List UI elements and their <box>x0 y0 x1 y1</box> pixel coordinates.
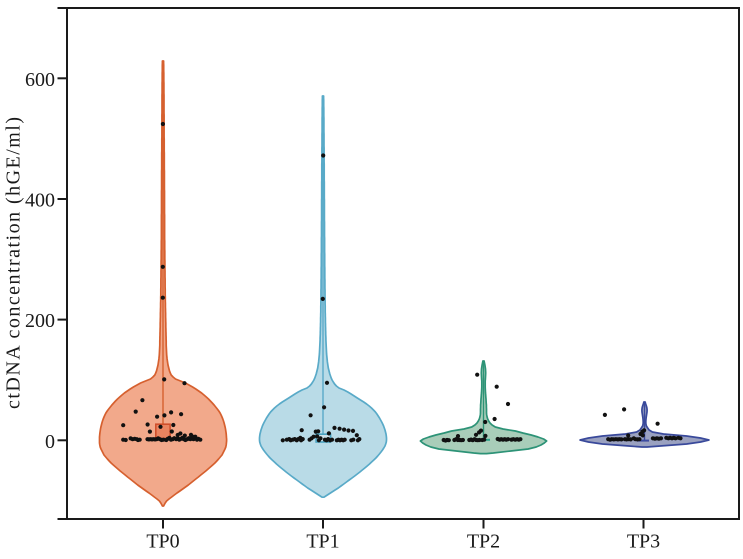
svg-text:ctDNA concentration (hGE/ml): ctDNA concentration (hGE/ml) <box>3 117 25 409</box>
svg-text:TP0: TP0 <box>146 531 179 553</box>
svg-text:0: 0 <box>45 431 55 453</box>
svg-text:TP1: TP1 <box>306 531 339 553</box>
svg-text:TP3: TP3 <box>627 531 660 553</box>
svg-text:200: 200 <box>25 310 55 332</box>
svg-text:600: 600 <box>25 69 55 91</box>
svg-text:400: 400 <box>25 190 55 212</box>
svg-text:TP2: TP2 <box>467 531 500 553</box>
